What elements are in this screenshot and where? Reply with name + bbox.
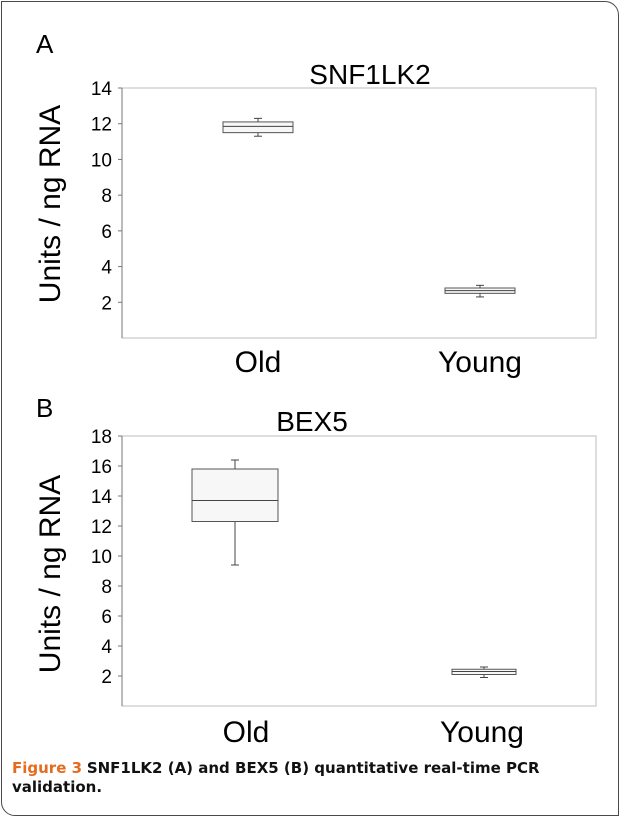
panel-a-y-tick-label: 10 [91,150,112,171]
panel-b-y-ticks: 2 4 6 8 10 12 14 16 18 [91,427,122,688]
panel-b-y-tick-label: 18 [91,427,112,448]
panel-b-label: B [36,393,53,423]
panel-a-label: A [36,29,54,59]
panel-a-boxes [222,117,516,298]
panel-b-y-tick-label: 2 [101,667,112,688]
panel-b-x-tick-young: Young [440,716,524,749]
panel-b-box-old-iqr [191,468,279,522]
panel-b: B BEX5 Units / ng RNA 2 4 6 8 10 12 14 16 18 Old… [34,393,597,749]
panel-a-y-tick-label: 2 [101,293,112,314]
panel-a-plot-area [121,87,597,339]
panel-a-x-tick-young: Young [438,346,522,379]
panel-b-x-tick-old: Old [223,716,270,749]
panel-a-y-tick-label: 12 [91,115,112,136]
panel-b-y-tick-label: 4 [101,637,112,658]
caption-text: SNF1LK2 (A) and BEX5 (B) quantitative re… [12,759,540,796]
panel-b-y-tick-label: 12 [91,517,112,538]
panel-b-title: BEX5 [276,406,348,437]
panel-a-title: SNF1LK2 [309,59,430,90]
panel-a-y-tick-label: 6 [101,222,112,243]
panel-b-y-axis-label: Units / ng RNA [34,475,67,673]
panel-a-y-tick-label: 8 [101,186,112,207]
panel-a-box-old-iqr [222,121,294,134]
panel-a-x-tick-old: Old [235,346,282,379]
panel-a-y-ticks: 2 4 6 8 10 12 14 [91,79,122,314]
panel-a-y-tick-label: 14 [91,79,113,100]
panel-b-y-tick-label: 6 [101,607,112,628]
panel-b-y-tick-label: 10 [91,547,112,568]
caption-label: Figure 3 [12,759,83,777]
panel-b-y-tick-label: 8 [101,577,112,598]
panel-b-y-tick-label: 16 [91,457,112,478]
figure-caption: Figure 3 SNF1LK2 (A) and BEX5 (B) quanti… [12,759,572,797]
panel-a-y-tick-label: 4 [101,258,112,279]
panel-b-boxes [191,459,517,678]
panel-a-y-axis-label: Units / ng RNA [34,105,67,303]
panel-b-y-tick-label: 14 [91,487,113,508]
